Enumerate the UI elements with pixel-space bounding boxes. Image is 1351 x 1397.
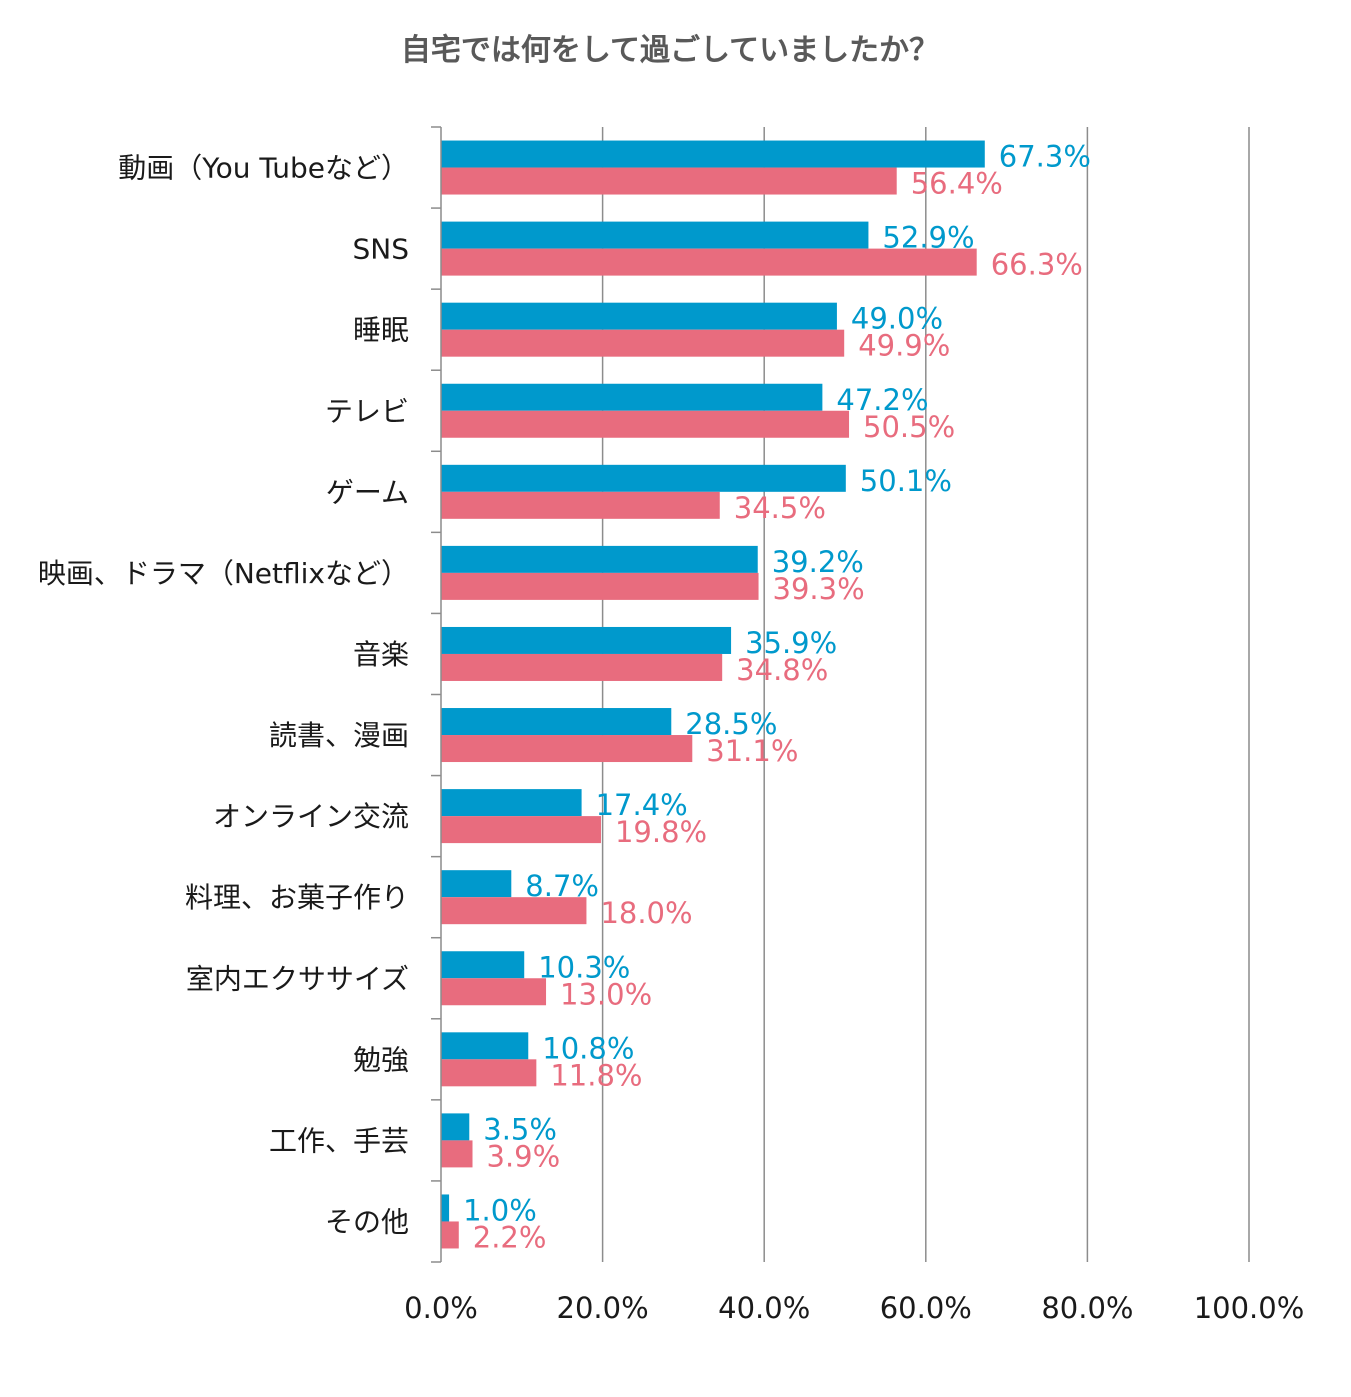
bar-series-1 — [441, 383, 823, 411]
category-label: 工作、手芸 — [269, 1124, 409, 1157]
bar-series-1 — [441, 1194, 450, 1222]
category-label: その他 — [325, 1205, 409, 1238]
data-label: 3.5% — [483, 1112, 557, 1146]
x-tick-label: 0.0% — [404, 1291, 478, 1325]
category-label: 勉強 — [353, 1043, 409, 1076]
data-label: 10.3% — [538, 950, 630, 984]
data-label: 50.1% — [860, 464, 952, 498]
bar-series-1 — [441, 626, 732, 654]
bar-series-2 — [441, 735, 693, 763]
gridlines — [601, 127, 1250, 1262]
data-label: 10.8% — [542, 1031, 634, 1065]
data-label: 2.2% — [473, 1220, 547, 1254]
bar-series-1 — [441, 789, 582, 817]
axis: 0.0% 20.0% 40.0% 60.0% 80.0% 100.0% 動画（You Tub… — [38, 126, 1305, 1325]
bar-series-2 — [441, 572, 759, 600]
bar-series-2 — [441, 897, 587, 925]
bar-series-2 — [441, 653, 723, 681]
bar-series-1 — [441, 708, 672, 736]
data-label: 35.9% — [745, 626, 837, 660]
bar-series-1 — [441, 1113, 470, 1141]
category-label: 読書、漫画 — [269, 719, 409, 752]
category-label: オンライン交流 — [213, 800, 409, 833]
bar-series-1 — [441, 302, 837, 330]
data-label: 56.4% — [911, 167, 1003, 201]
data-label: 50.5% — [863, 410, 955, 444]
category-label: 映画、ドラマ（Netflixなど） — [38, 557, 409, 590]
data-label: 1.0% — [463, 1193, 537, 1227]
x-tick-label: 80.0% — [1041, 1291, 1133, 1325]
data-label: 19.8% — [615, 815, 707, 849]
bar-series-2 — [441, 1140, 473, 1168]
category-label: 料理、お菓子作り — [185, 881, 409, 914]
bar-series-1 — [441, 1032, 529, 1060]
bar-series-2 — [441, 1221, 459, 1249]
data-label: 28.5% — [685, 707, 777, 741]
bar-series-1 — [441, 545, 758, 573]
data-label: 8.7% — [525, 869, 599, 903]
x-tick-label: 100.0% — [1194, 1291, 1305, 1325]
x-tick-label: 40.0% — [718, 1291, 810, 1325]
bar-series-2 — [441, 816, 601, 844]
category-label: 室内エクササイズ — [186, 962, 409, 995]
bar-series-1 — [441, 951, 525, 979]
data-label: 3.9% — [487, 1139, 561, 1173]
bars — [441, 140, 985, 1249]
category-label: ゲーム — [326, 476, 409, 509]
data-label: 31.1% — [706, 734, 798, 768]
data-label: 66.3% — [991, 248, 1083, 282]
data-label: 34.5% — [734, 491, 826, 525]
chart-title: 自宅では何をして過ごしていましたか？ — [401, 33, 939, 68]
bar-series-2 — [441, 167, 897, 195]
data-label: 17.4% — [596, 788, 688, 822]
data-label: 49.0% — [851, 302, 943, 336]
category-label: 動画（You Tubeなど） — [118, 152, 409, 185]
category-label: 睡眠 — [353, 314, 409, 347]
bar-series-1 — [441, 870, 512, 898]
bar-series-1 — [441, 140, 985, 168]
bar-series-2 — [441, 1059, 537, 1087]
data-label: 67.3% — [999, 140, 1091, 174]
data-label: 18.0% — [600, 896, 692, 930]
x-tick-label: 20.0% — [557, 1291, 649, 1325]
category-label: テレビ — [325, 395, 409, 428]
data-label: 13.0% — [560, 977, 652, 1011]
data-label: 11.8% — [550, 1058, 642, 1092]
data-label: 47.2% — [836, 383, 928, 417]
bar-series-2 — [441, 978, 547, 1006]
bar-series-1 — [441, 464, 846, 492]
data-labels: 67.3%56.4% 52.9% 66.3% 49.0%49.9% 47.2%50.5%… — [463, 140, 1091, 1255]
data-label: 39.3% — [773, 572, 865, 606]
bar-series-2 — [441, 491, 720, 519]
category-label: SNS — [353, 233, 410, 266]
data-label: 49.9% — [858, 329, 950, 363]
bar-series-2 — [441, 410, 850, 438]
data-label: 52.9% — [882, 221, 974, 255]
x-tick-label: 60.0% — [880, 1291, 972, 1325]
bar-series-2 — [441, 248, 977, 276]
data-label: 39.2% — [772, 545, 864, 579]
bar-series-1 — [441, 221, 869, 249]
category-label: 音楽 — [353, 638, 409, 671]
bar-series-2 — [441, 329, 845, 357]
data-label: 34.8% — [736, 653, 828, 687]
